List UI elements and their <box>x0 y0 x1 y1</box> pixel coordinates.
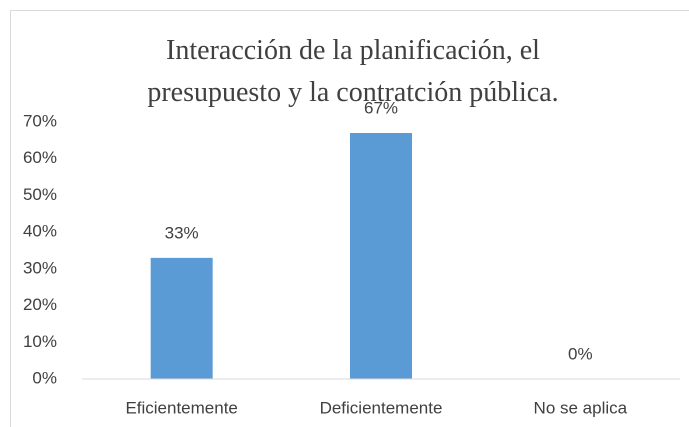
y-tick-label: 10% <box>23 332 57 351</box>
y-tick-label: 50% <box>23 185 57 204</box>
chart-border <box>10 10 689 427</box>
x-tick-label: No se aplica <box>534 398 628 417</box>
x-tick-label: Deficientemente <box>320 398 443 417</box>
y-tick-label: 70% <box>23 111 57 130</box>
bar <box>150 257 213 379</box>
y-tick-label: 60% <box>23 148 57 167</box>
chart-title: Interacción de la planificación, el pres… <box>147 35 559 108</box>
y-tick-label: 20% <box>23 295 57 314</box>
bar <box>350 133 412 379</box>
x-tick-label: Eficientemente <box>125 398 237 417</box>
y-tick-label: 40% <box>23 222 57 241</box>
value-label: 67% <box>364 98 398 117</box>
y-tick-label: 0% <box>32 368 57 387</box>
value-label: 0% <box>568 344 593 363</box>
y-tick-label: 30% <box>23 258 57 277</box>
value-label: 33% <box>165 223 199 242</box>
